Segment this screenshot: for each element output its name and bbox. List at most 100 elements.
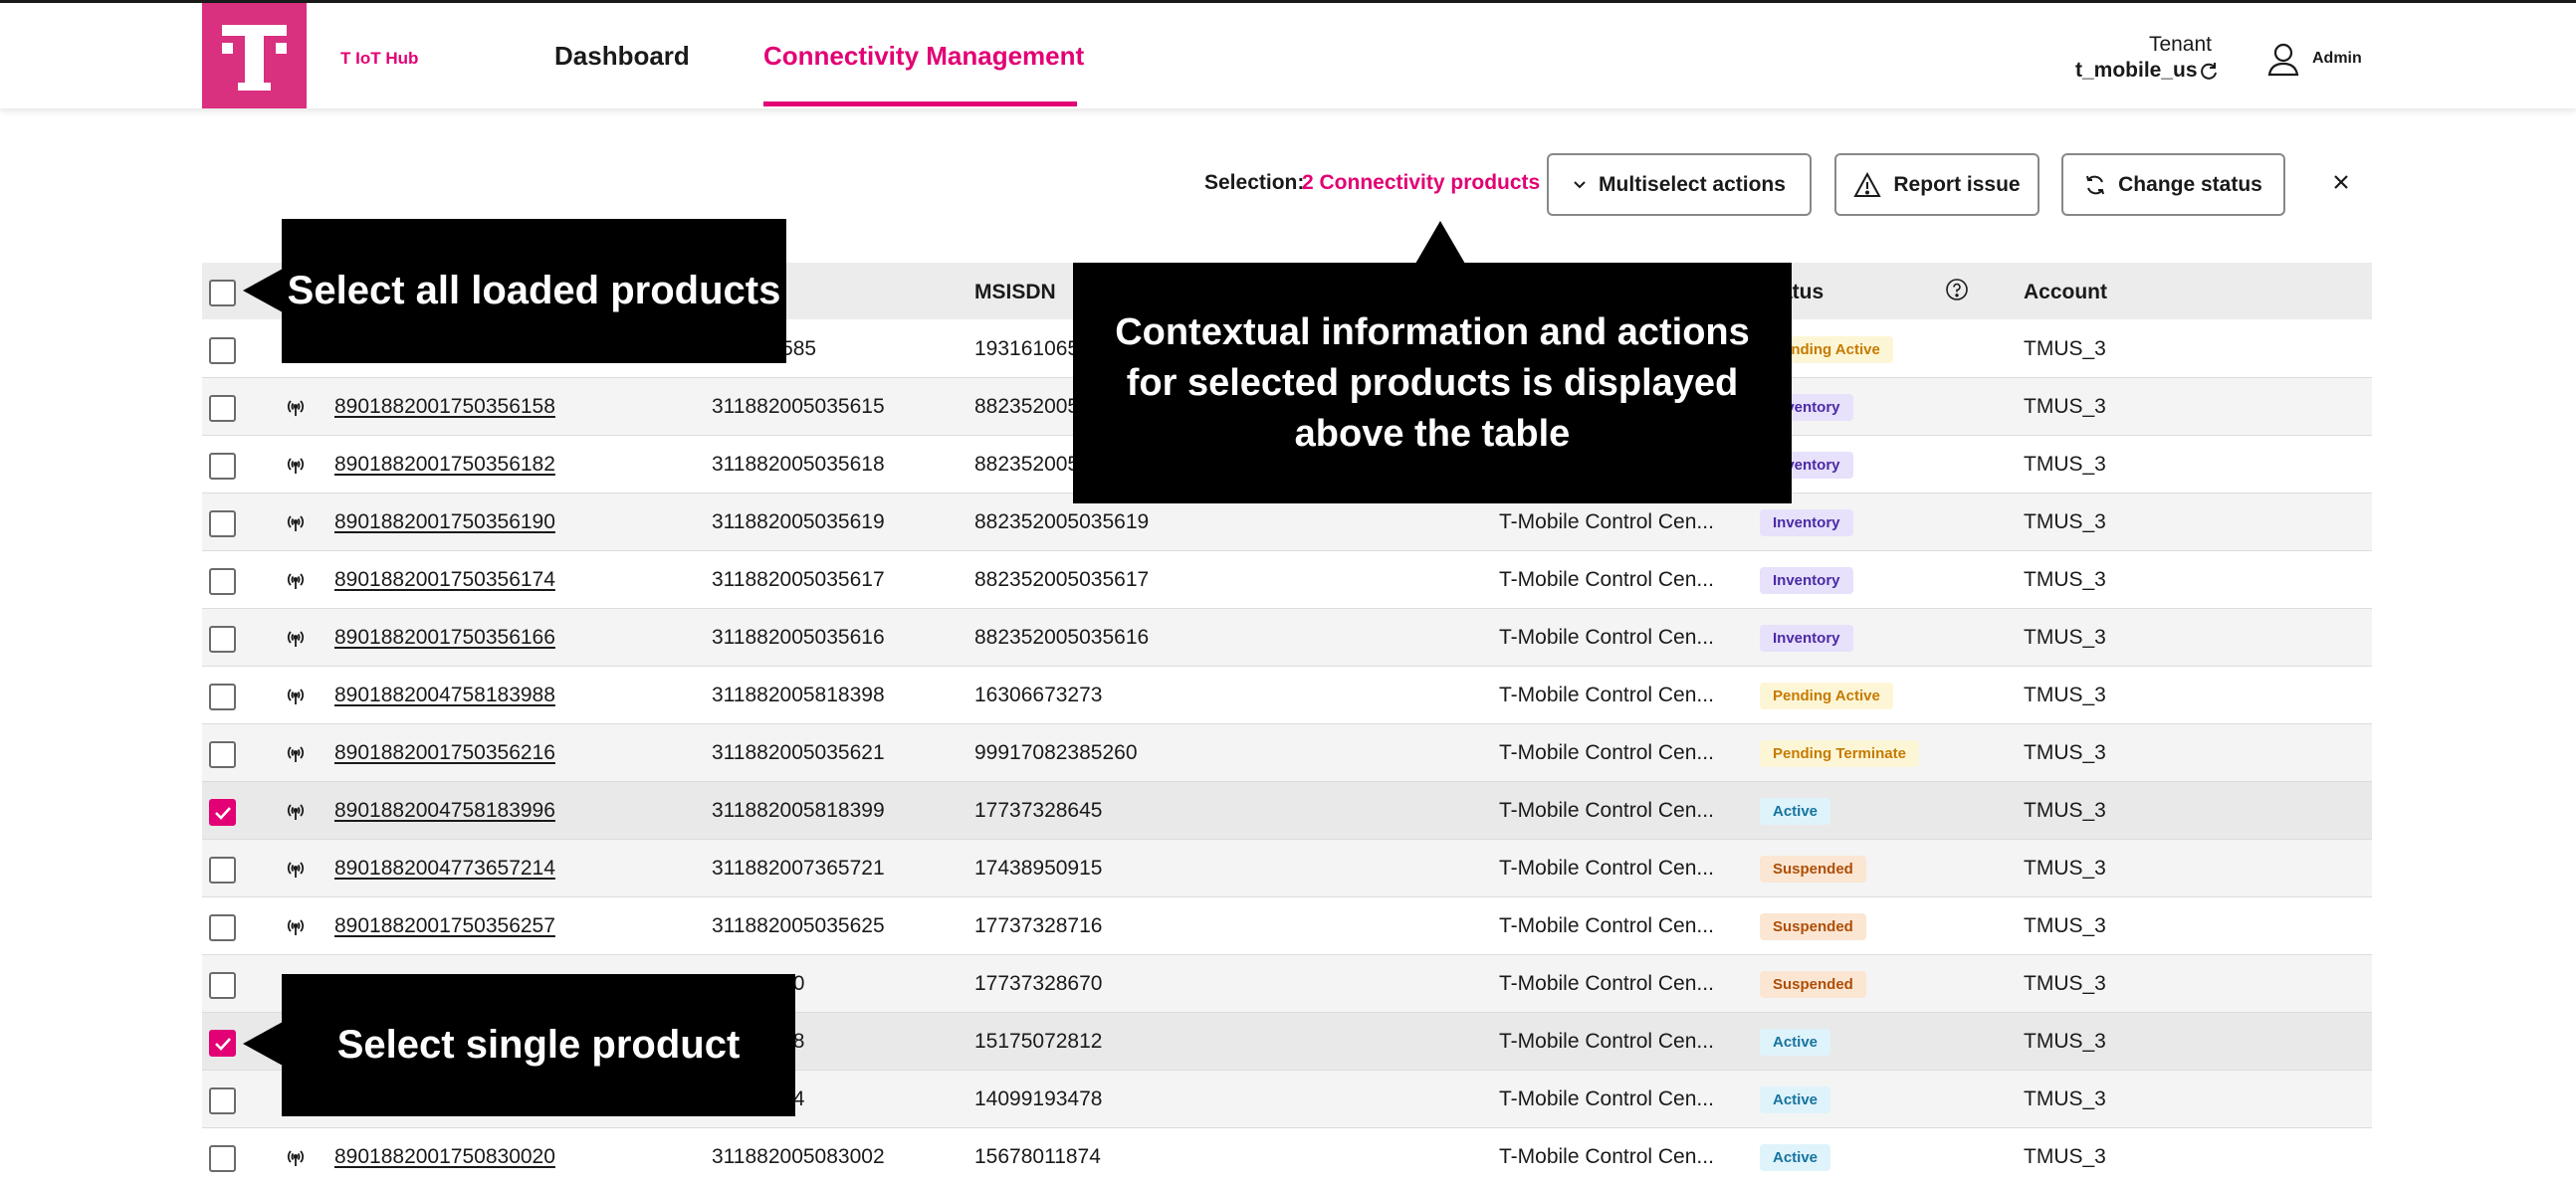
msisdn-cell: 14099193478 <box>974 1087 1103 1110</box>
iccid-link[interactable]: 8901882001750830020 <box>334 1145 555 1168</box>
row-checkbox[interactable] <box>209 510 236 537</box>
row-checkbox[interactable] <box>209 568 236 595</box>
tenant-label: Tenant <box>2148 33 2212 56</box>
row-checkbox[interactable] <box>209 1145 236 1172</box>
antenna-icon <box>286 743 306 768</box>
account-cell: TMUS_3 <box>2024 395 2106 418</box>
antenna-icon <box>286 686 306 710</box>
account-cell: TMUS_3 <box>2024 568 2106 591</box>
row-checkbox[interactable] <box>209 395 236 422</box>
status-badge: Suspended <box>1760 971 1866 998</box>
multiselect-actions-button[interactable]: Multiselect actions <box>1547 153 1812 216</box>
msisdn-cell: 17737328670 <box>974 972 1103 995</box>
msisdn-cell: 99917082385260 <box>974 741 1138 764</box>
report-issue-button[interactable]: Report issue <box>1834 153 2039 216</box>
iccid-link[interactable]: 8901882001750356257 <box>334 914 555 937</box>
select-all-checkbox[interactable] <box>209 280 236 306</box>
top-border <box>0 0 2576 3</box>
selection-count[interactable]: 2 Connectivity products <box>1302 171 1541 194</box>
table-row[interactable]: 8901882004758183996 311882005818399 177373… <box>202 782 2372 840</box>
row-checkbox[interactable] <box>209 972 236 999</box>
platform-cell: T-Mobile Control Cen... <box>1499 684 1714 706</box>
refresh-icon[interactable] <box>2199 61 2219 86</box>
msisdn-cell: 16306673273 <box>974 684 1103 706</box>
platform-cell: T-Mobile Control Cen... <box>1499 510 1714 533</box>
row-checkbox[interactable] <box>209 857 236 884</box>
nav-connectivity-management[interactable]: Connectivity Management <box>763 41 1085 71</box>
row-checkbox[interactable] <box>209 684 236 710</box>
change-status-button[interactable]: Change status <box>2061 153 2285 216</box>
row-checkbox[interactable] <box>209 799 236 826</box>
platform-cell: T-Mobile Control Cen... <box>1499 1145 1714 1168</box>
iccid-link[interactable]: 8901882001750356166 <box>334 626 555 649</box>
antenna-icon <box>286 916 306 941</box>
help-icon[interactable] <box>1945 278 1969 306</box>
imsi-cell: 311882005035619 <box>712 510 885 533</box>
app-name[interactable]: T IoT Hub <box>340 49 419 68</box>
table-row[interactable]: 8901882001750356257 311882005035625 177373… <box>202 897 2372 955</box>
iccid-link[interactable]: 8901882004758183996 <box>334 799 555 822</box>
table-row[interactable]: 8901882001750830020 311882005083002 156780… <box>202 1128 2372 1184</box>
table-row[interactable]: 8901882004758183988 311882005818398 163066… <box>202 667 2372 724</box>
account-cell: TMUS_3 <box>2024 453 2106 476</box>
antenna-icon <box>286 397 306 422</box>
table-row[interactable]: 8901882001750356174 311882005035617 882352… <box>202 551 2372 609</box>
user-icon[interactable] <box>2267 43 2299 82</box>
platform-cell: T-Mobile Control Cen... <box>1499 568 1714 591</box>
account-cell: TMUS_3 <box>2024 510 2106 533</box>
column-header-msisdn[interactable]: MSISDN <box>974 281 1056 303</box>
antenna-icon <box>286 628 306 653</box>
row-checkbox[interactable] <box>209 626 236 653</box>
tooltip-contextual-text: Contextual information and actions for s… <box>1115 310 1750 455</box>
iccid-link[interactable]: 8901882001750356216 <box>334 741 555 764</box>
platform-cell: T-Mobile Control Cen... <box>1499 1087 1714 1110</box>
tooltip-select-all: Select all loaded products <box>282 219 786 363</box>
tooltip-contextual: Contextual information and actions for s… <box>1073 263 1792 503</box>
msisdn-cell: 17737328716 <box>974 914 1103 937</box>
row-checkbox[interactable] <box>209 741 236 768</box>
table-row[interactable]: 8901882004773657214 311882007365721 174389… <box>202 840 2372 897</box>
iccid-link[interactable]: 8901882001750356190 <box>334 510 555 533</box>
close-icon[interactable] <box>2328 169 2354 195</box>
iccid-link[interactable]: 8901882001750356182 <box>334 453 555 476</box>
imsi-cell: 311882005083002 <box>712 1145 885 1168</box>
antenna-icon <box>286 455 306 480</box>
status-badge: Active <box>1760 1144 1831 1171</box>
iccid-link[interactable]: 8901882004773657214 <box>334 857 555 880</box>
iccid-link[interactable]: 8901882001750356174 <box>334 568 555 591</box>
account-cell: TMUS_3 <box>2024 857 2106 880</box>
imsi-cell: 311882005818398 <box>712 684 885 706</box>
row-checkbox[interactable] <box>209 453 236 480</box>
imsi-cell: 311882005818399 <box>712 799 885 822</box>
tooltip-select-single-arrow <box>243 1022 283 1066</box>
msisdn-cell: 882352005035619 <box>974 510 1150 533</box>
account-cell: TMUS_3 <box>2024 914 2106 937</box>
tenant-value[interactable]: t_mobile_us <box>2075 59 2198 82</box>
status-badge: Active <box>1760 798 1831 825</box>
row-checkbox[interactable] <box>209 337 236 364</box>
account-cell: TMUS_3 <box>2024 684 2106 706</box>
row-checkbox[interactable] <box>209 1030 236 1057</box>
account-cell: TMUS_3 <box>2024 972 2106 995</box>
selection-label: Selection: <box>1204 171 1305 194</box>
account-cell: TMUS_3 <box>2024 1145 2106 1168</box>
user-role-label[interactable]: Admin <box>2312 50 2362 67</box>
row-checkbox[interactable] <box>209 914 236 941</box>
status-badge: Active <box>1760 1029 1831 1056</box>
refresh-icon <box>2086 175 2105 194</box>
msisdn-cell: 17737328645 <box>974 799 1103 822</box>
account-cell: TMUS_3 <box>2024 337 2106 360</box>
iccid-link[interactable]: 8901882004758183988 <box>334 684 555 706</box>
column-header-account[interactable]: Account <box>2024 281 2107 303</box>
iccid-link[interactable]: 8901882001750356158 <box>334 395 555 418</box>
msisdn-cell: 882352005035616 <box>974 626 1150 649</box>
imsi-cell: 311882005035615 <box>712 395 885 418</box>
platform-cell: T-Mobile Control Cen... <box>1499 741 1714 764</box>
platform-cell: T-Mobile Control Cen... <box>1499 626 1714 649</box>
telekom-logo[interactable] <box>202 3 307 108</box>
nav-dashboard[interactable]: Dashboard <box>554 41 690 71</box>
row-checkbox[interactable] <box>209 1087 236 1114</box>
table-row[interactable]: 8901882001750356216 311882005035621 999170… <box>202 724 2372 782</box>
table-row[interactable]: 8901882001750356166 311882005035616 882352… <box>202 609 2372 667</box>
antenna-icon <box>286 801 306 826</box>
